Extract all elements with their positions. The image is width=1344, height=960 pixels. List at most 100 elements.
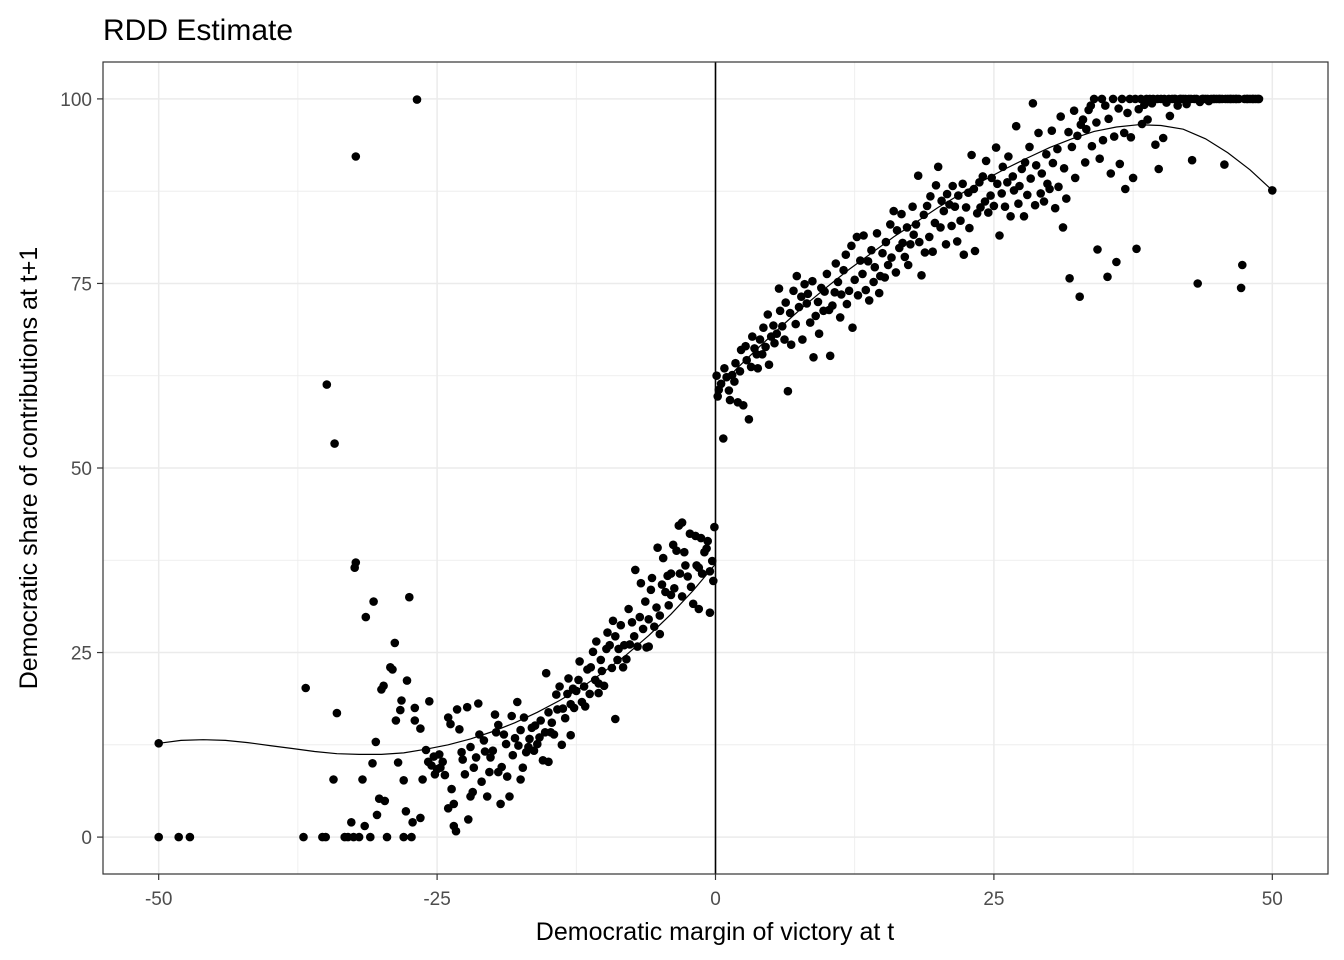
data-point (712, 371, 721, 381)
data-point (486, 753, 495, 762)
data-point (351, 152, 361, 161)
data-point (1045, 184, 1054, 194)
data-point (828, 301, 837, 310)
data-point (858, 269, 867, 279)
data-point (566, 730, 575, 740)
data-point (638, 624, 648, 634)
data-point (174, 832, 183, 842)
data-point (798, 335, 807, 344)
data-point (351, 558, 361, 567)
data-point (332, 708, 342, 718)
data-point (391, 716, 401, 725)
data-point (696, 533, 706, 543)
data-point (909, 230, 918, 239)
data-point (485, 767, 494, 777)
data-point (666, 590, 676, 600)
data-point (399, 776, 409, 785)
data-point (1117, 94, 1127, 104)
data-point (1064, 127, 1073, 137)
data-point (852, 232, 862, 242)
data-point (558, 704, 568, 713)
data-point (611, 714, 620, 724)
data-point (753, 364, 763, 373)
data-point (360, 821, 370, 831)
data-point (1123, 108, 1132, 118)
data-point (530, 721, 540, 730)
data-point (847, 241, 856, 251)
data-point (1062, 194, 1071, 203)
data-point (585, 689, 594, 699)
data-point (657, 580, 667, 589)
data-point (438, 757, 448, 767)
data-point (991, 143, 1001, 152)
data-point (680, 547, 689, 557)
data-point (1025, 142, 1034, 152)
data-point (1039, 197, 1049, 206)
data-point (557, 740, 567, 750)
data-point (1112, 257, 1121, 267)
data-point (995, 231, 1004, 240)
data-point (425, 697, 434, 706)
data-point (874, 288, 884, 298)
data-point (457, 747, 466, 757)
data-point (1108, 94, 1118, 104)
data-point (1065, 274, 1074, 283)
data-point (1236, 283, 1246, 293)
data-point (490, 710, 500, 719)
data-point (931, 181, 941, 190)
data-point (1011, 121, 1021, 131)
data-point (629, 632, 639, 641)
data-point (479, 736, 489, 745)
data-point (844, 286, 854, 296)
data-point (887, 253, 896, 262)
data-point (937, 196, 946, 206)
data-point (1119, 128, 1129, 138)
data-point (1126, 133, 1136, 142)
data-point (864, 296, 874, 305)
data-point (1036, 189, 1045, 198)
data-point (616, 620, 626, 630)
data-point (560, 713, 570, 723)
data-point (805, 318, 815, 327)
data-point (535, 733, 544, 742)
data-point (655, 611, 665, 620)
data-point (672, 546, 681, 555)
data-point (891, 268, 901, 277)
data-point (458, 755, 468, 764)
data-point (477, 777, 486, 786)
data-point (1173, 101, 1182, 110)
data-point (611, 632, 620, 641)
data-point (870, 262, 880, 272)
data-point (1015, 181, 1024, 191)
data-point (730, 377, 739, 386)
data-point (529, 746, 539, 755)
data-point (1054, 182, 1063, 192)
data-point (513, 697, 522, 707)
data-point (627, 618, 637, 627)
data-point (1023, 190, 1032, 200)
data-point (803, 289, 813, 299)
data-point (1106, 169, 1116, 178)
x-axis-title: Democratic margin of victory at t (536, 918, 894, 946)
data-point (371, 737, 381, 747)
data-point (1050, 203, 1060, 213)
data-point (813, 297, 823, 307)
data-point (1187, 155, 1197, 165)
data-point (1093, 245, 1102, 254)
data-point (872, 229, 882, 238)
data-point (625, 640, 635, 649)
data-point (748, 332, 757, 341)
data-point (443, 713, 453, 722)
x-tick-label: -25 (423, 889, 450, 910)
data-point (761, 342, 770, 352)
data-point (1132, 244, 1141, 254)
data-point (655, 629, 665, 639)
data-point (920, 248, 930, 257)
data-point (811, 311, 820, 321)
data-point (330, 439, 339, 448)
data-point (831, 259, 841, 268)
y-tick-label: 75 (71, 274, 92, 295)
data-point (925, 232, 934, 242)
data-point (863, 257, 873, 266)
data-point (563, 689, 572, 699)
